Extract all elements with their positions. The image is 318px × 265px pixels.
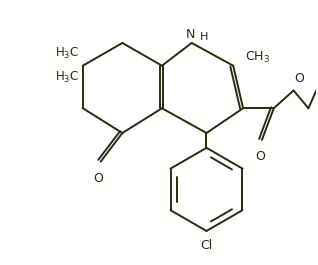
Text: H: H <box>200 32 208 42</box>
Text: O: O <box>94 171 104 185</box>
Text: H$_3$C: H$_3$C <box>55 70 79 85</box>
Text: O: O <box>255 150 265 163</box>
Text: CH$_3$: CH$_3$ <box>245 50 270 65</box>
Text: O: O <box>294 73 304 86</box>
Text: Cl: Cl <box>200 239 213 252</box>
Text: H$_3$C: H$_3$C <box>55 46 79 61</box>
Text: N: N <box>186 28 195 41</box>
